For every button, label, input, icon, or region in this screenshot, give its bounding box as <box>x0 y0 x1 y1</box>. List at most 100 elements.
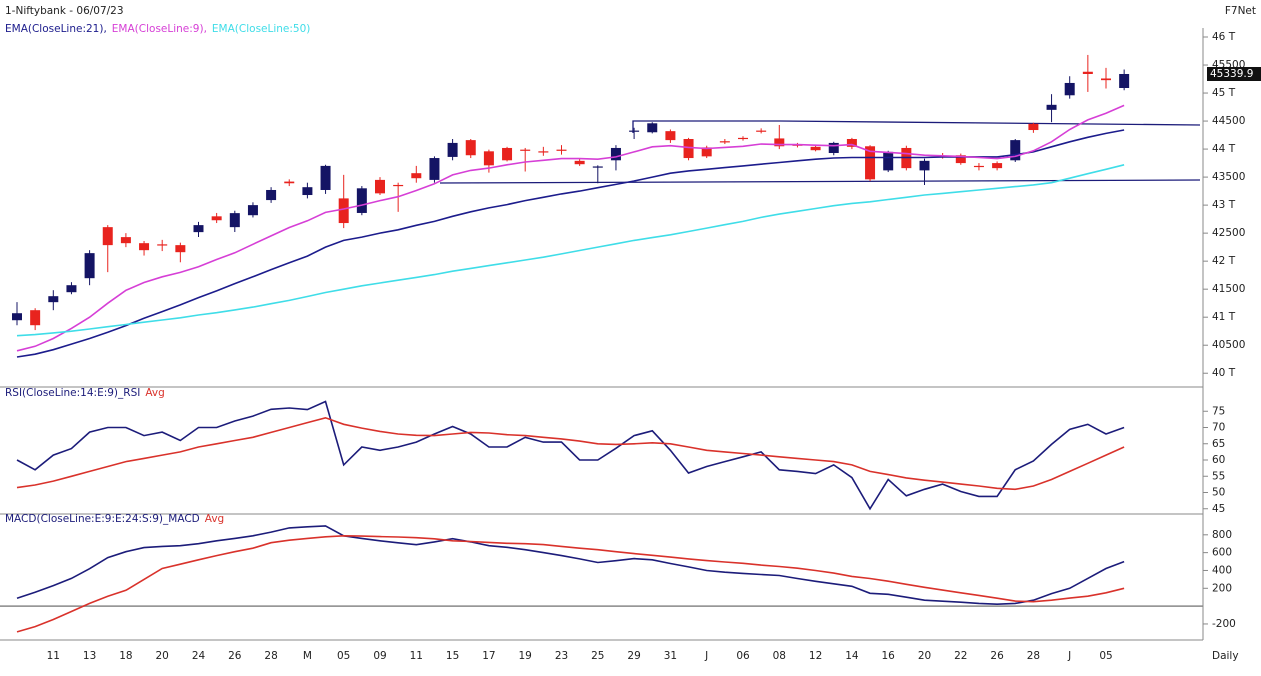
y-tick-label: 42 T <box>1212 255 1236 267</box>
drawn-trendline <box>439 179 1201 184</box>
candle-body <box>102 227 113 246</box>
candle-body <box>175 245 186 253</box>
candle-body <box>955 155 966 164</box>
x-tick-label: 11 <box>47 650 60 662</box>
candle-body <box>356 188 367 213</box>
indicator-line <box>16 129 1125 358</box>
candle-body <box>1082 71 1093 74</box>
x-tick-label: 15 <box>446 650 459 662</box>
candle-body <box>30 310 41 326</box>
candle-body <box>411 173 422 179</box>
candle-body <box>1046 104 1057 110</box>
candle-body <box>556 149 567 151</box>
y-tick-label: 600 <box>1212 547 1232 559</box>
candle-body <box>302 187 313 196</box>
indicator-line <box>16 525 1125 606</box>
candle-body <box>48 296 59 303</box>
candle-body <box>574 160 585 165</box>
y-tick-label: 41500 <box>1212 283 1245 295</box>
y-tick-label: 44500 <box>1212 115 1245 127</box>
indicator-line <box>16 534 1125 633</box>
x-tick-label: J <box>1067 650 1071 662</box>
candle-body <box>1101 78 1111 81</box>
x-tick-label: 08 <box>773 650 786 662</box>
chart-title: 1-Niftybank - 06/07/23 <box>5 5 124 17</box>
y-tick-label: 40500 <box>1212 339 1245 351</box>
candle-body <box>810 146 821 151</box>
legend-entry: RSI(CloseLine:14:E:9)_RSI <box>5 387 140 399</box>
x-tick-label: 16 <box>882 650 896 662</box>
x-tick-label: 26 <box>228 650 242 662</box>
y-tick-label: -200 <box>1212 618 1236 630</box>
last-price-label: 45339.9 <box>1210 68 1253 80</box>
candle-body <box>284 181 295 184</box>
x-tick-label: 06 <box>736 650 750 662</box>
candle-body <box>701 147 712 157</box>
x-tick-label: 29 <box>627 650 640 662</box>
candle-body <box>828 142 839 154</box>
y-tick-label: 45 <box>1212 503 1225 515</box>
candle-body <box>719 141 730 143</box>
candle-body <box>520 149 531 151</box>
candle-body <box>992 163 1003 169</box>
x-tick-label: 11 <box>410 650 423 662</box>
x-tick-label: 17 <box>482 650 495 662</box>
candle-body <box>1010 140 1021 161</box>
x-tick-label: 22 <box>954 650 967 662</box>
y-tick-label: 70 <box>1212 422 1225 434</box>
candle-body <box>647 123 658 133</box>
candle-body <box>320 165 331 190</box>
legend-entry: MACD(CloseLine:E:9:E:24:S:9)_MACD <box>5 513 200 525</box>
y-tick-label: 55 <box>1212 470 1225 482</box>
y-tick-label: 65 <box>1212 438 1225 450</box>
x-tick-label: 12 <box>809 650 822 662</box>
candle-body <box>774 138 785 147</box>
drawn-trendline <box>632 120 1201 133</box>
candle-body <box>610 147 621 161</box>
y-tick-label: 46 T <box>1212 31 1236 43</box>
y-tick-label: 60 <box>1212 454 1225 466</box>
last-price-box <box>1207 66 1261 81</box>
candle-body <box>229 213 240 228</box>
x-tick-label: 05 <box>337 650 350 662</box>
brand: F7Net <box>1225 5 1256 17</box>
candle-body <box>157 244 168 246</box>
candle-body <box>393 184 404 187</box>
candle-body <box>139 243 150 251</box>
y-tick-label: 44 T <box>1212 143 1236 155</box>
y-tick-label: 41 T <box>1212 311 1236 323</box>
y-tick-label: 45 T <box>1212 87 1236 99</box>
legend-entry: EMA(CloseLine:9), <box>112 23 207 35</box>
candle-body <box>12 313 22 321</box>
x-tick-label: 13 <box>83 650 96 662</box>
x-tick-label: 24 <box>192 650 206 662</box>
candle-body <box>502 147 513 161</box>
candle-body <box>973 165 984 168</box>
x-tick-label: 19 <box>519 650 532 662</box>
x-tick-label: 20 <box>156 650 169 662</box>
x-tick-label: 31 <box>664 650 677 662</box>
candle-body <box>429 158 440 180</box>
legend-entry: Avg <box>205 513 224 525</box>
candle-body <box>247 205 258 216</box>
x-tick-label: 05 <box>1099 650 1112 662</box>
y-tick-label: 43 T <box>1212 199 1236 211</box>
candle-body <box>266 189 277 201</box>
candle-body <box>211 216 222 221</box>
candle-body <box>1119 73 1130 88</box>
candle-body <box>465 140 476 156</box>
candle-body <box>1064 82 1075 96</box>
y-tick-label: 800 <box>1212 529 1232 541</box>
y-tick-label: 400 <box>1212 564 1232 576</box>
x-tick-label: 18 <box>119 650 132 662</box>
indicator-line <box>16 416 1125 491</box>
x-tick-label: M <box>303 650 312 662</box>
candle-body <box>665 131 676 141</box>
candle-body <box>919 160 930 171</box>
candle-body <box>84 253 95 279</box>
candle-body <box>629 130 640 132</box>
y-tick-label: 43500 <box>1212 171 1245 183</box>
x-tick-label: 26 <box>990 650 1004 662</box>
indicator-line <box>16 104 1125 352</box>
